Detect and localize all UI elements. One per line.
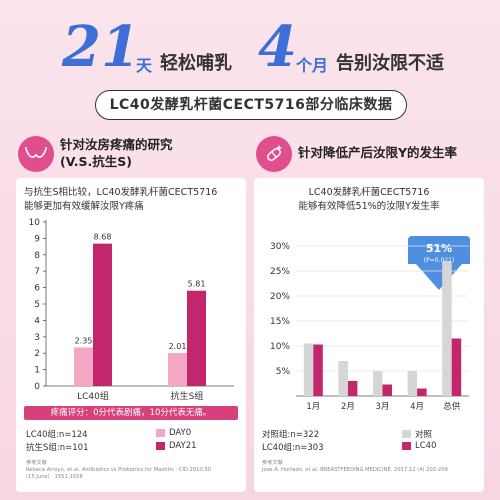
x-category-label: 1月 (306, 402, 320, 412)
left-card-header: 针对汝房疼痛的研究 (V.S.抗生S) (16, 130, 246, 180)
right-card: 针对降低产后汝限Y的发生率 LC40发酵乳杆菌CECT5716 能够有效降低51… (254, 130, 484, 492)
hero-text-2: 告别汝限不适 (336, 53, 444, 74)
hero-unit-days: 天 (136, 56, 153, 75)
left-card: 针对汝房疼痛的研究 (V.S.抗生S) 与抗生S相比较，LC40发酵乳杆菌CEC… (16, 130, 246, 492)
capsule-icon (256, 136, 292, 172)
legend-lc40: LC40 (402, 441, 437, 451)
bar-day0 (168, 353, 187, 386)
y-tick-label: 20% (270, 292, 290, 302)
legend-swatch-day21 (156, 442, 165, 450)
x-category-label: 2月 (341, 402, 355, 412)
bar-control (407, 371, 418, 396)
bar-value-label: 2.01 (169, 342, 187, 351)
bar-lc40 (347, 381, 358, 396)
y-tick-label: 15% (270, 317, 290, 327)
left-card-title-line2: (V.S.抗生S) (60, 154, 132, 169)
legend-label-lc40: LC40 (415, 441, 437, 451)
right-ref-line1: 参考文献 (262, 460, 283, 466)
y-tick-label: 3 (34, 333, 40, 343)
bar-day21 (187, 290, 206, 386)
legend-label-day0: DAY0 (169, 428, 192, 438)
y-tick-label: 10% (270, 342, 290, 352)
bar-value-label: 8.68 (94, 233, 112, 242)
bar-control (442, 261, 452, 396)
hero-banner: 21 天 轻松哺乳 4 个月 告别汝限不适 (0, 12, 500, 92)
right-card-header: 针对降低产后汝限Y的发生率 (254, 130, 484, 180)
right-desc-line1: LC40发酵乳杆菌CECT5716 (308, 187, 430, 198)
bar-control (373, 371, 383, 396)
y-tick-label: 10 (29, 218, 41, 228)
callout-value: 51% (426, 242, 452, 255)
bar-lc40 (382, 384, 392, 396)
bar-control (303, 343, 314, 396)
left-reference: 参考文献 Rebeca Arroyo, et al. Antibiotics v… (26, 460, 211, 481)
right-bar-chart: 5% 10% 15% 20% 25% 30% 1月 2月 3月 4月 总供 (270, 242, 469, 412)
callout-p-value: (P=0.021) (424, 257, 455, 264)
right-reference: 参考文献 Jose A. Hurtado, et al. BREASTFEEDI… (262, 460, 448, 474)
left-chart-panel: 与抗生S相比较，LC40发酵乳杆菌CECT5716 能够更加有效缓解汝限Y疼痛 … (16, 178, 246, 492)
legend-swatch-control (402, 430, 411, 438)
legend-day0: DAY0 (156, 428, 191, 438)
pain-score-banner: 疼痛评分：0分代表剧痛，10分代表无痛。 (24, 406, 238, 420)
right-desc: LC40发酵乳杆菌CECT5716 能够有效降低51%的汝限Y发生率 (254, 186, 484, 214)
subtitle-pill: LC40发酵乳杆菌CECT5716部分临床数据 (95, 90, 407, 120)
bar-value-label: 5.81 (188, 280, 206, 289)
y-tick-label: 30% (270, 242, 290, 252)
y-tick-label: 25% (270, 267, 290, 277)
legend-day21: DAY21 (156, 441, 197, 451)
right-chart-panel: LC40发酵乳杆菌CECT5716 能够有效降低51%的汝限Y发生率 51% (… (254, 178, 484, 492)
legend-control: 对照 (402, 428, 432, 440)
left-stat-antibiotic: 抗生S组:n=101 (26, 443, 89, 453)
hero-unit-months: 个月 (296, 56, 329, 75)
bar-day0 (74, 347, 93, 386)
bra-icon (18, 136, 54, 172)
right-stat-control: 对照组:n=322 (262, 430, 320, 440)
y-tick-label: 7 (34, 267, 40, 277)
right-ref-line2: Jose A. Hurtado, et al. BREASTFEEDING ME… (262, 467, 448, 473)
bar-control (338, 361, 348, 396)
y-tick-label: 5% (276, 367, 291, 377)
left-ref-line3: (15 June) · 1551-1558 (26, 474, 83, 480)
bar-lc40 (313, 344, 323, 396)
hero-number-days: 21 (62, 14, 140, 80)
y-tick-label: 2 (34, 349, 40, 359)
y-tick-label: 4 (34, 316, 40, 326)
x-category-label: 总供 (443, 401, 461, 412)
reduction-callout: 51% (P=0.021) (408, 236, 470, 290)
x-category-label: 3月 (376, 402, 390, 412)
left-desc-line1: 与抗生S相比较，LC40发酵乳杆菌CECT5716 (24, 187, 218, 198)
left-card-title: 针对汝房疼痛的研究 (V.S.抗生S) (60, 136, 246, 170)
right-desc-line2: 能够有效降低51%的汝限Y发生率 (298, 201, 440, 212)
left-ref-line1: 参考文献 (26, 460, 47, 466)
bar-value-label: 2.35 (75, 336, 93, 345)
y-tick-label: 9 (34, 234, 40, 244)
hero-number-months: 4 (258, 14, 297, 80)
legend-swatch-lc40 (402, 442, 411, 450)
bar-day21 (93, 243, 112, 386)
left-ref-line2: Rebeca Arroyo, et al. Antibiotics vs Pro… (26, 467, 212, 473)
y-tick-label: 6 (34, 284, 40, 294)
left-card-title-line1: 针对汝房疼痛的研究 (60, 137, 173, 152)
x-category-label: LC40组 (77, 390, 109, 402)
x-category-label: 抗生S组 (171, 390, 204, 402)
y-tick-label: 1 (34, 366, 40, 376)
y-tick-label: 5 (34, 300, 40, 310)
right-card-title: 针对降低产后汝限Y的发生率 (298, 145, 458, 160)
right-stat-lc40: LC40组:n=303 (262, 443, 324, 453)
legend-label-day21: DAY21 (169, 441, 197, 451)
left-desc-line2: 能够更加有效缓解汝限Y疼痛 (24, 201, 144, 212)
y-tick-label: 0 (34, 382, 40, 392)
hero-text-1: 轻松哺乳 (160, 53, 232, 74)
legend-swatch-day0 (156, 429, 165, 437)
y-tick-label: 8 (34, 251, 40, 261)
bar-lc40 (417, 388, 427, 396)
bar-lc40 (451, 338, 462, 396)
legend-label-control: 对照 (415, 430, 433, 440)
left-desc: 与抗生S相比较，LC40发酵乳杆菌CECT5716 能够更加有效缓解汝限Y疼痛 (24, 186, 217, 214)
left-stat-lc40: LC40组:n=124 (26, 430, 88, 440)
left-bar-chart: 0 1 2 3 4 5 6 7 8 9 10 2.35 8.68 LC40组 2.01 5.81 抗生S组 (29, 218, 234, 402)
x-category-label: 4月 (410, 402, 424, 412)
